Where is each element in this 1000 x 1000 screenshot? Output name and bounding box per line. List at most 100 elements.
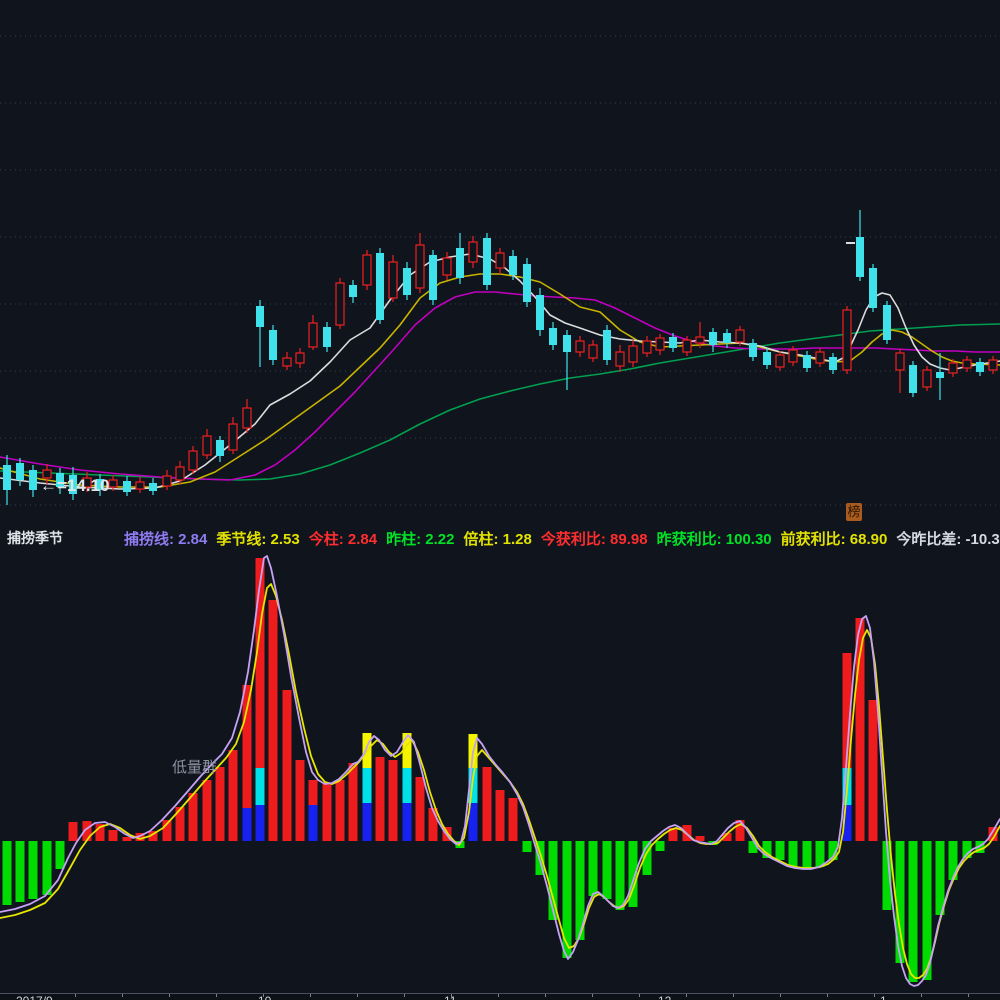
histogram-bar-up[interactable] bbox=[295, 760, 305, 841]
candle-up[interactable] bbox=[575, 336, 585, 357]
indicator-panel-title[interactable]: 捕捞季节 bbox=[7, 530, 63, 546]
histogram-bar-down[interactable] bbox=[15, 841, 25, 902]
histogram-bar-up[interactable] bbox=[255, 558, 265, 768]
histogram-bar-down[interactable] bbox=[575, 841, 585, 940]
candle-down[interactable] bbox=[523, 258, 531, 307]
candle-down[interactable] bbox=[829, 353, 837, 374]
candle-up[interactable] bbox=[42, 464, 52, 484]
candle-down[interactable] bbox=[883, 301, 891, 344]
histogram-bar-up[interactable] bbox=[375, 757, 385, 841]
candle-down[interactable] bbox=[123, 476, 131, 496]
candle-up[interactable] bbox=[922, 366, 932, 391]
histogram-bar-up[interactable] bbox=[322, 783, 332, 841]
candle-down[interactable] bbox=[376, 248, 384, 324]
histogram-bar-up[interactable] bbox=[95, 824, 105, 841]
histogram-bar-down[interactable] bbox=[548, 841, 558, 920]
candle-down[interactable] bbox=[483, 233, 491, 290]
histogram-bar-up[interactable] bbox=[255, 805, 265, 841]
candle-up[interactable] bbox=[895, 349, 905, 393]
histogram-bar-down[interactable] bbox=[828, 841, 838, 860]
candle-up[interactable] bbox=[775, 351, 785, 371]
histogram-bar-up[interactable] bbox=[362, 768, 372, 803]
histogram-bar-up[interactable] bbox=[868, 700, 878, 841]
histogram-bar-up[interactable] bbox=[988, 827, 998, 841]
candle-down[interactable] bbox=[16, 458, 24, 486]
candle-down[interactable] bbox=[803, 351, 811, 372]
histogram-bar-down[interactable] bbox=[55, 841, 65, 869]
candle-up[interactable] bbox=[135, 477, 145, 493]
histogram-bar-down[interactable] bbox=[748, 841, 758, 853]
candle-down[interactable] bbox=[509, 250, 517, 280]
histogram-bar-down[interactable] bbox=[642, 841, 652, 875]
candle-up[interactable] bbox=[295, 348, 305, 368]
histogram-bar-down[interactable] bbox=[962, 841, 972, 858]
candle-up[interactable] bbox=[988, 356, 998, 374]
candle-down[interactable] bbox=[669, 333, 677, 352]
histogram-bar-up[interactable] bbox=[402, 803, 412, 841]
histogram-bar-down[interactable] bbox=[975, 841, 985, 853]
histogram-bar-up[interactable] bbox=[188, 793, 198, 841]
candle-up[interactable] bbox=[108, 475, 118, 491]
candle-up[interactable] bbox=[495, 248, 505, 274]
candle-up[interactable] bbox=[588, 340, 598, 362]
candle-up[interactable] bbox=[82, 472, 92, 492]
candle-down[interactable] bbox=[603, 325, 611, 365]
histogram-bar-up[interactable] bbox=[842, 653, 852, 768]
histogram-bar-up[interactable] bbox=[402, 733, 412, 768]
candle-down[interactable] bbox=[96, 474, 104, 496]
candle-down[interactable] bbox=[936, 353, 944, 400]
candle-up[interactable] bbox=[242, 399, 252, 433]
candle-down[interactable] bbox=[149, 478, 157, 495]
candle-up[interactable] bbox=[842, 306, 852, 374]
histogram-bar-down[interactable] bbox=[948, 841, 958, 880]
candle-up[interactable] bbox=[655, 334, 665, 355]
candle-up[interactable] bbox=[962, 356, 972, 372]
histogram-bar-up[interactable] bbox=[855, 618, 865, 841]
histogram-bar-up[interactable] bbox=[362, 803, 372, 841]
histogram-bar-down[interactable] bbox=[522, 841, 532, 852]
histogram-bar-down[interactable] bbox=[802, 841, 812, 868]
histogram-bar-up[interactable] bbox=[842, 805, 852, 841]
candle-up[interactable] bbox=[735, 326, 745, 346]
histogram-bar-up[interactable] bbox=[215, 767, 225, 841]
candle-up[interactable] bbox=[788, 346, 798, 366]
candle-up[interactable] bbox=[415, 233, 425, 293]
histogram-bar-down[interactable] bbox=[655, 841, 665, 851]
candle-down[interactable] bbox=[349, 280, 357, 303]
candle-down[interactable] bbox=[69, 467, 77, 500]
candle-up[interactable] bbox=[388, 255, 398, 302]
histogram-bar-up[interactable] bbox=[148, 831, 158, 841]
histogram-bar-down[interactable] bbox=[775, 841, 785, 860]
candle-up[interactable] bbox=[695, 322, 705, 348]
candle-down[interactable] bbox=[709, 328, 717, 352]
histogram-bar-up[interactable] bbox=[348, 763, 358, 841]
histogram-bar-up[interactable] bbox=[495, 790, 505, 841]
histogram-bar-up[interactable] bbox=[242, 808, 252, 841]
histogram-bar-up[interactable] bbox=[735, 820, 745, 841]
histogram-bar-up[interactable] bbox=[242, 685, 252, 808]
histogram-bar-down[interactable] bbox=[762, 841, 772, 858]
histogram-bar-down[interactable] bbox=[815, 841, 825, 867]
candle-down[interactable] bbox=[269, 325, 277, 365]
histogram-bar-down[interactable] bbox=[562, 841, 572, 958]
histogram-bar-down[interactable] bbox=[588, 841, 598, 896]
candle-up[interactable] bbox=[815, 348, 825, 367]
candle-up[interactable] bbox=[188, 446, 198, 474]
candle-down[interactable] bbox=[403, 262, 411, 300]
histogram-bar-up[interactable] bbox=[122, 837, 132, 841]
histogram-bar-down[interactable] bbox=[615, 841, 625, 910]
candle-down[interactable] bbox=[3, 455, 11, 505]
histogram-bar-up[interactable] bbox=[668, 828, 678, 841]
histogram-bar-down[interactable] bbox=[2, 841, 12, 905]
histogram-bar-up[interactable] bbox=[388, 760, 398, 841]
rank-badge[interactable]: 榜 bbox=[846, 503, 862, 521]
candle-up[interactable] bbox=[362, 250, 372, 290]
candle-up[interactable] bbox=[228, 417, 238, 454]
candle-up[interactable] bbox=[335, 278, 345, 329]
candle-up[interactable] bbox=[468, 236, 478, 268]
candle-down[interactable] bbox=[256, 300, 264, 367]
histogram-bar-down[interactable] bbox=[882, 841, 892, 910]
histogram-bar-down[interactable] bbox=[628, 841, 638, 907]
histogram-bar-up[interactable] bbox=[175, 807, 185, 841]
candle-down[interactable] bbox=[456, 233, 464, 284]
